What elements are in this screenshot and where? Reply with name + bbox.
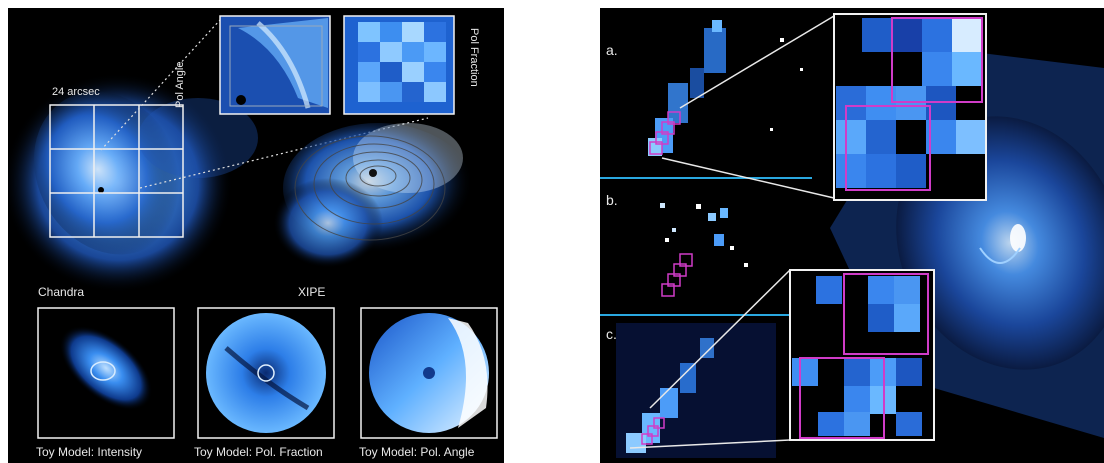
row-b-pixel-map — [660, 203, 748, 297]
pol-fraction-label: Pol Fraction — [468, 28, 480, 87]
row-a-pixel-map — [648, 20, 803, 156]
pol-fraction-inset — [343, 15, 455, 115]
toy-model-pol-fraction — [197, 307, 335, 439]
row-c-pixel-map — [616, 323, 776, 458]
chandra-grid — [49, 104, 184, 238]
xipe-label: XIPE — [298, 285, 326, 299]
pol-angle-label: Pol Angle — [174, 61, 186, 108]
left-figure-panel: 24 arcsec Chandra XIPE Pol Angle Pol Fra… — [8, 8, 504, 463]
zoom-inset-a — [833, 13, 987, 201]
row-label-a: a. — [606, 42, 618, 58]
xipe-image — [273, 123, 473, 268]
scale-label: 24 arcsec — [52, 86, 100, 98]
toy-model-pol-angle — [360, 307, 498, 439]
toy-model-intensity — [37, 307, 175, 439]
zoom-lines — [629, 15, 835, 449]
toy-caption-pol-fraction: Toy Model: Pol. Fraction — [194, 445, 323, 459]
left-figure-graphics — [8, 15, 498, 439]
zoom-inset-c — [789, 269, 935, 441]
pol-angle-inset — [219, 15, 331, 115]
toy-caption-intensity: Toy Model: Intensity — [36, 445, 143, 459]
chandra-label: Chandra — [38, 285, 85, 299]
toy-caption-pol-angle: Toy Model: Pol. Angle — [359, 445, 475, 459]
right-figure-panel: a. b. c. — [600, 8, 1104, 463]
chandra-image — [8, 73, 258, 293]
row-label-c: c. — [606, 326, 617, 342]
right-figure-graphics — [600, 13, 1104, 458]
row-label-b: b. — [606, 192, 618, 208]
